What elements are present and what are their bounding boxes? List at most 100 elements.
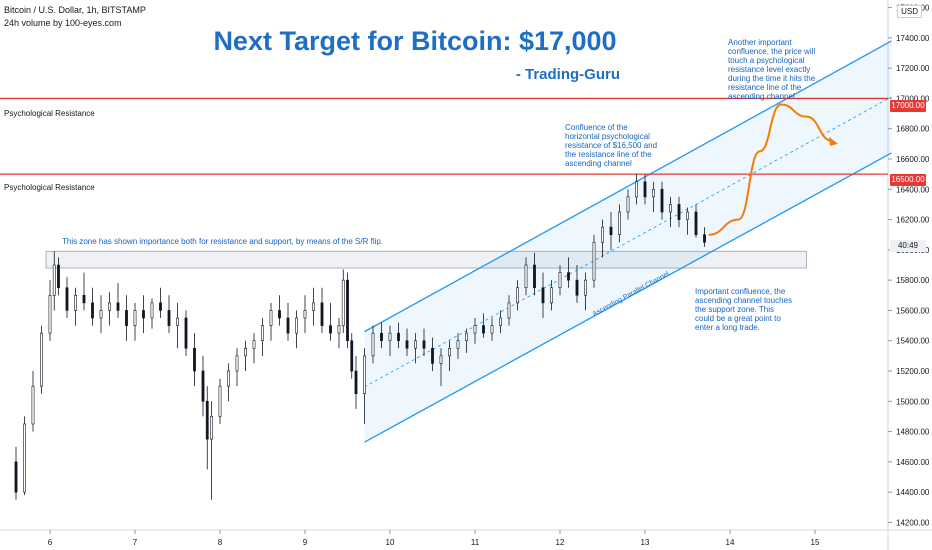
candle-down — [397, 332, 400, 342]
candle-up — [456, 340, 460, 349]
candle-down — [677, 204, 681, 220]
candle-up — [218, 385, 222, 417]
candle-up — [592, 241, 596, 281]
y-tick-label: 17400.00 — [896, 34, 930, 43]
y-tick-label: 16800.00 — [896, 125, 930, 134]
candle-up — [312, 302, 315, 311]
x-tick-label: 13 — [641, 538, 650, 547]
candle-down — [350, 340, 354, 372]
candle-up — [618, 211, 621, 236]
candle-down — [346, 279, 349, 342]
candle-up — [473, 325, 477, 334]
candle-up — [261, 325, 264, 342]
channel-upper-line — [364, 40, 892, 333]
candle-down — [184, 317, 188, 349]
candle-down — [354, 370, 358, 395]
candle-up — [108, 302, 111, 311]
candle-up — [499, 317, 502, 326]
y-tick-label: 16400.00 — [896, 185, 930, 194]
candle-up — [652, 188, 655, 198]
y-tick-label: 15600.00 — [896, 306, 930, 315]
candle-up — [584, 279, 587, 296]
candle-up — [295, 317, 298, 334]
candle-down — [14, 461, 18, 493]
candle-up — [371, 332, 375, 357]
candle-up — [133, 310, 137, 326]
candle-up — [210, 416, 213, 440]
y-tick-label: 17000.00 — [896, 94, 930, 103]
candle-down — [201, 370, 205, 402]
candle-up — [40, 332, 43, 387]
candle-up — [363, 355, 366, 395]
candle-down — [533, 264, 536, 289]
candle-up — [341, 279, 345, 326]
x-tick-label: 7 — [133, 538, 138, 547]
candle-up — [31, 385, 35, 425]
candle-up — [74, 294, 77, 311]
candle-up — [507, 302, 511, 319]
support-note: Important confluence, the ascending chan… — [695, 287, 792, 332]
candle-down — [482, 325, 485, 334]
confluence-17000-note: Another important confluence, the price … — [728, 38, 816, 101]
y-tick-label: 16600.00 — [896, 155, 930, 164]
projection-arrowhead — [829, 136, 838, 146]
y-tick-label: 14600.00 — [896, 458, 930, 467]
candle-down — [694, 211, 698, 236]
candle-up — [235, 355, 239, 372]
candle-up — [626, 196, 630, 213]
candle-up — [269, 310, 273, 326]
y-tick-label: 15800.00 — [896, 276, 930, 285]
candle-down — [91, 302, 94, 319]
candle-up — [465, 332, 468, 342]
candle-up — [244, 347, 247, 357]
candle-up — [48, 294, 52, 334]
y-tick-label: 14200.00 — [896, 518, 930, 527]
x-tick-label: 10 — [386, 538, 395, 547]
candle-up — [439, 355, 443, 364]
confluence-16500-note: Confluence of the horizontal psychologic… — [565, 123, 658, 168]
candle-down — [125, 310, 128, 326]
candle-down — [380, 332, 383, 342]
x-tick-label: 6 — [48, 538, 53, 547]
channel-mid-line — [364, 96, 892, 388]
candle-down — [278, 310, 281, 319]
candle-down — [193, 347, 196, 372]
candle-down — [116, 302, 120, 311]
candle-up — [686, 211, 689, 220]
candle-down — [567, 272, 570, 281]
y-tick-label: 16200.00 — [896, 216, 930, 225]
candle-down — [660, 188, 664, 213]
symbol-line: Bitcoin / U.S. Dollar, 1h, BITSTAMP — [4, 5, 146, 15]
candle-down — [65, 287, 69, 311]
candle-down — [167, 310, 171, 326]
candle-up — [52, 264, 56, 296]
currency-badge[interactable]: USD — [897, 5, 922, 18]
candle-down — [82, 294, 86, 304]
candle-up — [669, 204, 672, 213]
candle-up — [601, 226, 604, 243]
candle-down — [609, 226, 613, 236]
price-tag-16500: 16500.00 — [890, 174, 926, 186]
candle-up — [99, 310, 103, 319]
candle-down — [703, 234, 706, 243]
candle-down — [329, 325, 332, 334]
candle-up — [516, 287, 519, 304]
candle-up — [337, 325, 341, 334]
y-tick-label: 15200.00 — [896, 367, 930, 376]
projection-path — [708, 103, 833, 236]
y-tick-label: 15000.00 — [896, 397, 930, 406]
chart-subtitle: - Trading-Guru — [515, 66, 620, 83]
candle-down — [57, 264, 60, 289]
candle-down — [320, 302, 324, 326]
candle-up — [524, 264, 528, 289]
candle-up — [490, 325, 494, 334]
candle-up — [388, 332, 392, 342]
candle-down — [286, 317, 290, 334]
candle-up — [227, 370, 230, 387]
candle-up — [414, 340, 417, 349]
candle-up — [150, 302, 154, 319]
channel-lower-line — [364, 152, 892, 443]
candle-up — [550, 287, 553, 304]
candle-up — [23, 423, 26, 493]
